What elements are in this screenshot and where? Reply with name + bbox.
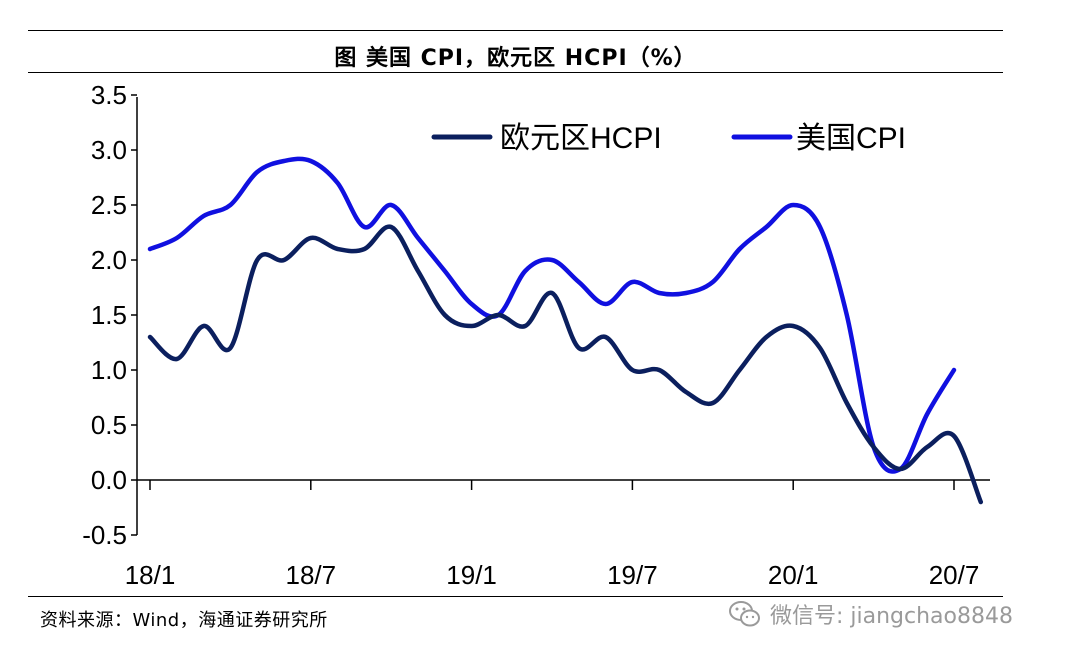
- y-tick-label: 1.0: [91, 355, 127, 385]
- footer-divider: [28, 596, 1003, 597]
- series-line-us-cpi: [147, 156, 957, 474]
- wechat-icon: [729, 601, 760, 627]
- chart-title-bar: 图 美国 CPI，欧元区 HCPI（%）: [28, 30, 1003, 73]
- x-tick-labels: 18/1 18/7 19/1 19/7 20/1 20/7: [125, 560, 980, 590]
- x-tick-label: 19/7: [607, 560, 658, 590]
- series-lines: [147, 156, 984, 505]
- y-tick-label: -0.5: [82, 520, 127, 550]
- wechat-watermark: 微信号: jiangchao8848: [728, 596, 1013, 632]
- y-tick-label: 3.5: [91, 80, 127, 110]
- legend-label-us-cpi: 美国CPI: [796, 122, 906, 155]
- y-tick-label: 2.5: [91, 190, 127, 220]
- x-tick-label: 20/7: [929, 560, 980, 590]
- x-tick-label: 19/1: [446, 560, 497, 590]
- y-tick-label: 0.0: [91, 465, 127, 495]
- watermark-text: 微信号: jiangchao8848: [770, 604, 1013, 629]
- chart-legend: 欧元区HCPI 美国CPI: [431, 122, 906, 155]
- source-note: 资料来源：Wind，海通证券研究所: [40, 610, 328, 631]
- chart-title: 图 美国 CPI，欧元区 HCPI（%）: [334, 46, 697, 71]
- series-line-eurozone-hcpi: [147, 224, 984, 505]
- x-tick-label: 18/1: [125, 560, 176, 590]
- y-tick-labels: 3.5 3.0 2.5 2.0 1.5 1.0 0.5 0.0 -0.5: [82, 80, 127, 550]
- y-tick-label: 2.0: [91, 245, 127, 275]
- y-tick-label: 1.5: [91, 300, 127, 330]
- y-tick-label: 0.5: [91, 410, 127, 440]
- x-tick-label: 18/7: [285, 560, 336, 590]
- chart-axes: [131, 94, 990, 536]
- y-tick-label: 3.0: [91, 135, 127, 165]
- legend-label-eurozone-hcpi: 欧元区HCPI: [500, 122, 662, 155]
- x-tick-label: 20/1: [768, 560, 819, 590]
